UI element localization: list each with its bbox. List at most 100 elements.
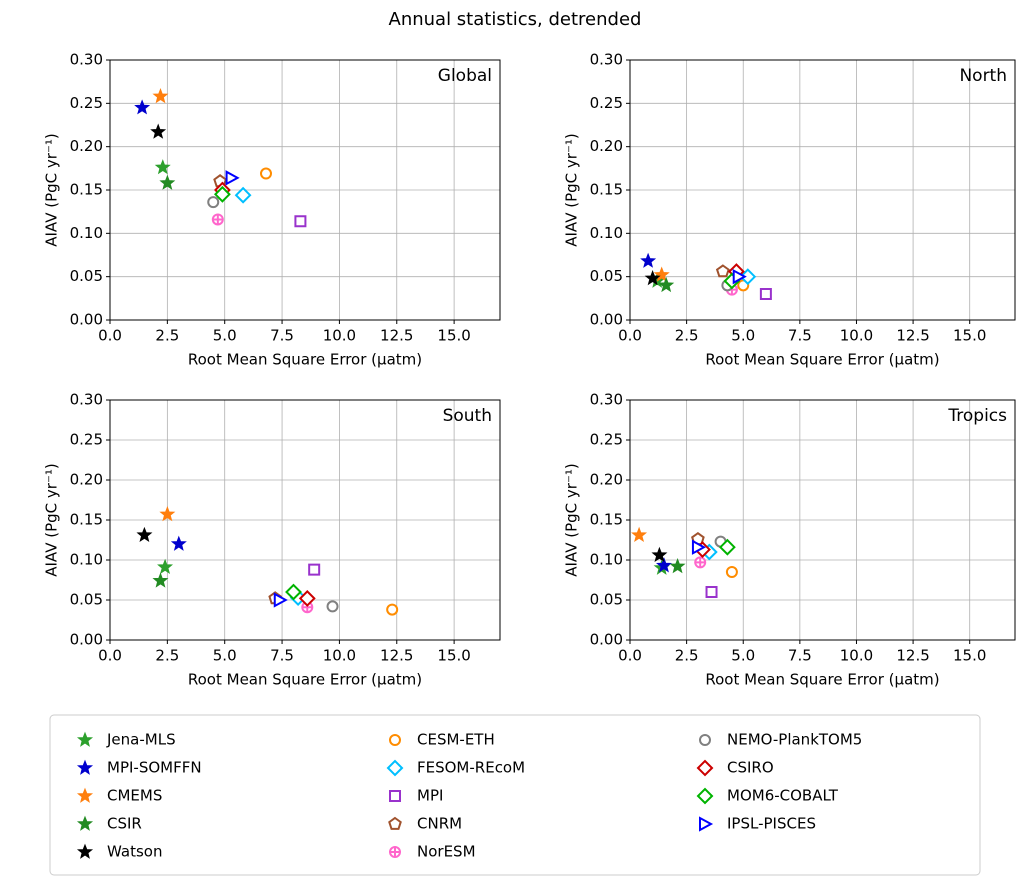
data-point [669, 557, 686, 574]
y-tick-label: 0.25 [590, 94, 623, 112]
legend-marker [388, 734, 402, 746]
legend-marker [76, 843, 94, 859]
y-tick-label: 0.15 [590, 511, 623, 529]
x-tick-label: 5.0 [213, 327, 237, 345]
data-point [640, 252, 657, 268]
legend-label: MPI-SOMFFN [107, 759, 202, 777]
data-point [225, 170, 240, 186]
data-point [285, 583, 302, 601]
x-tick-label: 15.0 [437, 647, 470, 665]
y-tick-label: 0.00 [70, 631, 103, 649]
y-tick-label: 0.10 [590, 224, 623, 242]
data-point [159, 505, 176, 522]
panel-title: Tropics [947, 406, 1007, 426]
legend-label: NorESM [417, 843, 476, 861]
data-point [732, 268, 747, 285]
y-tick-label: 0.05 [590, 267, 623, 285]
x-tick-label: 15.0 [437, 327, 470, 345]
legend-label: CSIR [107, 815, 142, 833]
data-point [658, 276, 675, 293]
y-axis-label: AIAV (PgC yr⁻¹) [563, 133, 581, 247]
legend-marker [389, 846, 402, 858]
x-tick-label: 7.5 [788, 647, 812, 665]
plot-frame [109, 399, 501, 641]
data-point [150, 123, 167, 139]
y-tick-label: 0.20 [70, 471, 103, 489]
data-point [725, 566, 738, 578]
data-point [298, 589, 316, 607]
data-point [259, 167, 273, 180]
y-tick-label: 0.15 [590, 181, 623, 199]
x-tick-label: 7.5 [270, 647, 294, 665]
x-tick-label: 10.0 [840, 327, 873, 345]
data-point [655, 557, 672, 573]
x-tick-label: 2.5 [675, 647, 699, 665]
data-point [718, 538, 736, 556]
x-tick-label: 5.0 [731, 647, 755, 665]
data-point [152, 572, 169, 588]
legend-label: MPI [417, 787, 443, 805]
legend-label: CSIRO [727, 759, 774, 777]
legend-marker [698, 734, 712, 746]
data-point [694, 556, 707, 569]
panel-title: Global [438, 66, 492, 86]
y-tick-label: 0.30 [70, 51, 103, 69]
y-tick-label: 0.00 [70, 311, 103, 329]
y-axis-label: AIAV (PgC yr⁻¹) [43, 133, 61, 247]
y-tick-label: 0.30 [590, 51, 623, 69]
y-axis-label: AIAV (PgC yr⁻¹) [43, 463, 61, 577]
legend-label: FESOM-REcoM [417, 759, 525, 777]
legend-marker [76, 787, 94, 803]
y-axis-label: AIAV (PgC yr⁻¹) [563, 463, 581, 577]
data-point [134, 99, 151, 115]
x-tick-label: 5.0 [213, 647, 237, 665]
y-tick-label: 0.20 [590, 471, 623, 489]
x-tick-label: 5.0 [731, 327, 755, 345]
data-point [159, 174, 176, 190]
data-point [644, 269, 661, 286]
x-tick-label: 7.5 [788, 327, 812, 345]
y-tick-label: 0.30 [590, 391, 623, 409]
x-tick-label: 0.0 [98, 327, 122, 345]
legend-label: IPSL-PISCES [727, 815, 816, 833]
x-tick-label: 15.0 [953, 647, 986, 665]
data-point [326, 600, 339, 613]
data-point [234, 186, 252, 204]
y-tick-label: 0.00 [590, 311, 623, 329]
data-point [653, 266, 670, 282]
y-tick-label: 0.25 [590, 431, 623, 449]
x-axis-label: Root Mean Square Error (μatm) [188, 671, 422, 689]
data-point [152, 87, 169, 104]
y-tick-label: 0.25 [70, 94, 103, 112]
y-tick-label: 0.20 [70, 137, 103, 155]
legend-marker [699, 816, 714, 832]
data-point [308, 563, 321, 576]
figure-title: Annual statistics, detrended [389, 9, 642, 30]
data-point [691, 539, 707, 555]
x-tick-label: 0.0 [98, 647, 122, 665]
legend-marker [386, 759, 404, 777]
x-tick-label: 7.5 [270, 327, 294, 345]
legend-marker [696, 787, 714, 805]
data-point [386, 603, 399, 616]
y-tick-label: 0.05 [70, 267, 103, 285]
legend-label: Jena-MLS [106, 731, 176, 749]
data-point [170, 535, 187, 551]
legend-label: CMEMS [107, 787, 162, 805]
y-tick-label: 0.25 [70, 431, 103, 449]
x-tick-label: 0.0 [618, 327, 642, 345]
data-point [157, 558, 174, 575]
legend-label: CESM-ETH [417, 731, 495, 749]
plot-frame [629, 59, 1016, 321]
x-tick-label: 12.5 [380, 327, 413, 345]
legend-marker [76, 759, 94, 775]
x-tick-label: 2.5 [155, 327, 179, 345]
panel-title: North [959, 66, 1007, 86]
x-tick-label: 2.5 [675, 327, 699, 345]
y-tick-label: 0.15 [70, 511, 103, 529]
x-tick-label: 12.5 [380, 647, 413, 665]
legend-marker [389, 790, 401, 802]
data-point [207, 196, 220, 209]
legend-label: Watson [107, 843, 162, 861]
